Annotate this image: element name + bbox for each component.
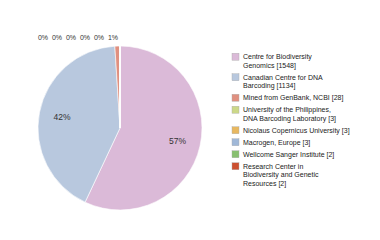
slice: [120, 46, 121, 128]
data-label: 0%: [52, 34, 62, 41]
legend-label: Nicolaus Copernicus University [3]: [243, 127, 350, 135]
legend-label: Mined from GenBank, NCBI [28]: [243, 94, 343, 102]
slice: [115, 46, 120, 128]
data-label: 0%: [80, 34, 90, 41]
chart: 57% 42% 1% 0% 0% 0% 0% 0% Centre for Biodiversit…: [0, 0, 380, 240]
data-label: 0%: [66, 34, 76, 41]
legend-swatch: [232, 163, 239, 170]
legend-label: Macrogen, Europe [3]: [243, 139, 310, 147]
data-label: 0%: [38, 34, 48, 41]
slice: [120, 46, 121, 128]
legend-swatch: [232, 94, 239, 101]
slice: [120, 46, 121, 128]
legend-swatch: [232, 139, 239, 146]
legend-swatch: [232, 74, 239, 81]
slice: [38, 46, 120, 202]
slice: [120, 46, 121, 128]
data-label: 57%: [169, 136, 186, 146]
legend-swatch: [232, 127, 239, 134]
pie: [38, 46, 202, 210]
data-label: 0%: [94, 34, 104, 41]
legend: Centre for BiodiversityGenomics [1548] Ca…: [232, 53, 350, 188]
legend-label: University of the Philippines,DNA Barcod…: [243, 106, 336, 123]
data-label: 1%: [108, 34, 118, 41]
legend-label: Centre for BiodiversityGenomics [1548]: [243, 53, 312, 70]
legend-label: Wellcome Sanger Institute [2]: [243, 151, 334, 159]
legend-swatch: [232, 106, 239, 113]
legend-label: Canadian Centre for DNABarcoding [1134]: [243, 74, 323, 91]
slice: [120, 46, 121, 128]
legend-swatch: [232, 151, 239, 158]
legend-swatch: [232, 53, 239, 60]
data-label: 42%: [53, 112, 70, 122]
legend-label: Research Center inBiodiversity and Genet…: [243, 163, 319, 188]
